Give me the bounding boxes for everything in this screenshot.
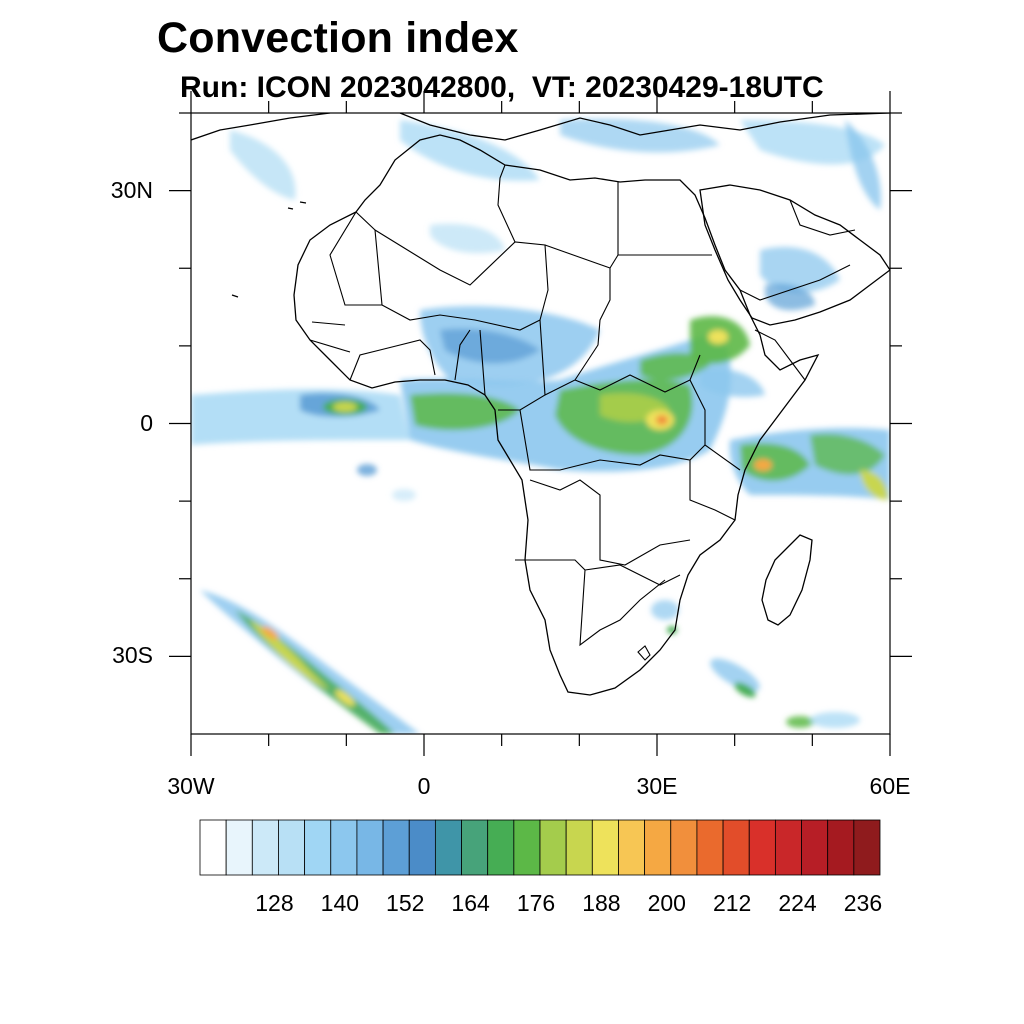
colorbar-label: 152 [386,890,425,916]
colorbar-swatch [696,819,724,876]
colorbar-swatch [670,819,698,876]
colorbar-swatch [487,819,515,876]
colorbar-swatch [801,819,829,876]
colorbar-label: 176 [516,890,556,916]
axis-ticks [169,91,912,756]
colorbar-swatch [434,819,462,876]
colorbar-swatch [513,819,541,876]
colorbar-swatch [539,819,567,876]
lat-label: 0 [140,409,153,436]
colorbar-swatch [748,819,776,876]
colorbar-swatch [199,819,227,876]
colorbar-swatch [565,819,593,876]
colorbar-label: 128 [255,890,294,916]
colorbar-swatch [408,819,436,876]
colorbar-swatch [304,819,332,876]
colorbar-swatch [225,819,253,876]
colorbar-swatch [722,819,750,876]
colorbar-swatch [827,819,855,876]
colorbar-label: 236 [843,890,883,916]
colorbar-swatch [251,819,279,876]
colorbar-label: 200 [647,890,686,916]
colorbar-swatch [774,819,802,876]
colorbar-swatch [330,819,358,876]
colorbar-swatch [278,819,306,876]
colorbar-swatch [382,819,410,876]
colorbar-label: 188 [582,890,621,916]
colorbar-label: 212 [712,890,752,916]
lat-label: 30N [110,176,153,203]
colorbar-swatch [461,819,489,876]
lat-label: 30S [112,642,153,669]
lon-label: 60E [869,773,911,799]
lon-label: 30W [167,773,215,799]
colorbar [199,819,881,876]
coastlines [191,113,890,696]
colorbar-label: 164 [451,890,490,916]
colorbar-swatch [618,819,646,876]
colorbar-swatch [591,819,619,876]
map-subtitle: Run: ICON 2023042800, VT: 20230429-18UTC [180,71,824,104]
lon-label: 0 [417,773,431,799]
colorbar-swatch [644,819,672,876]
colorbar-swatch [853,819,881,876]
colorbar-label: 224 [778,890,817,916]
convection-field [191,118,890,734]
map-title: Convection index [157,14,519,62]
colorbar-label: 140 [320,890,360,916]
lon-label: 30E [636,773,678,799]
country-borders [309,164,856,661]
colorbar-swatch [356,819,384,876]
